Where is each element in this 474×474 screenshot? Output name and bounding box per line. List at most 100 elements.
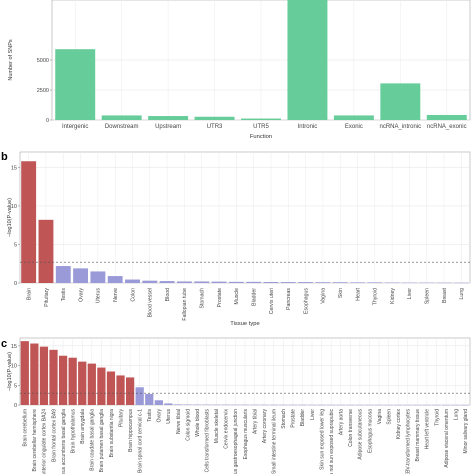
x-tick-label: Esophagus muscularis xyxy=(243,409,249,460)
x-tick-label: Spleen xyxy=(425,288,431,304)
y-tick-label: 0 xyxy=(46,118,49,124)
x-tick-label: Intergenic xyxy=(62,124,88,130)
x-tick-label: Brain xyxy=(26,288,32,300)
x-tick-label: Upstream xyxy=(155,124,181,130)
panel-b-tissue-chart: 0 5 10 15 Brain Pituitary Testis Ovary Uterus Ner… xyxy=(1,151,471,327)
bar xyxy=(241,118,281,120)
x-tick-label: Thyroid xyxy=(373,288,379,305)
x-tick-label: Prostate xyxy=(291,409,297,428)
bar xyxy=(68,357,77,405)
x-tick-label: Pituitary xyxy=(44,288,50,307)
x-tick-label: Heart xyxy=(355,287,361,300)
bar xyxy=(106,371,116,405)
bar xyxy=(246,281,262,283)
x-tick-label: Thyroid xyxy=(434,409,440,426)
y-axis-title: Number of SNPs xyxy=(8,39,14,81)
bar xyxy=(280,282,296,283)
panel-a-function-chart: 0 2500 5000 Intergenic Downstream Upstream UTR… xyxy=(8,0,471,140)
x-tick-label: Artery aorta xyxy=(339,409,345,435)
bar xyxy=(176,281,192,283)
x-tick-label: Artery tibial xyxy=(252,409,258,434)
bar xyxy=(263,281,279,283)
x-tick-label: Liver xyxy=(310,409,316,420)
bar xyxy=(125,377,135,405)
x-tick-label: Liver xyxy=(407,288,413,300)
x-tick-label: Brain spinal cord cervical c-1 xyxy=(137,409,143,473)
x-tick-label: ncRNA_intronic xyxy=(379,124,421,130)
y-tick-label: 0 xyxy=(14,403,17,409)
x-tick-label: Lung xyxy=(459,288,465,300)
bar xyxy=(116,375,125,405)
x-tick-label: Brain cerebellum xyxy=(23,409,29,447)
bar xyxy=(20,341,29,405)
x-tick-label: Brain caudate basal ganglia xyxy=(90,409,96,471)
x-tick-label: Pituitary xyxy=(118,409,124,428)
x-tick-label: Esophagus xyxy=(303,288,309,314)
x-tick-label: Esophagus gastroesophageal junction xyxy=(233,409,239,474)
bar xyxy=(107,276,123,283)
bar xyxy=(55,266,71,283)
x-tick-label: Lung xyxy=(453,409,459,420)
bar xyxy=(97,367,106,405)
x-tick-label: Whole blood xyxy=(195,409,201,437)
x-tick-label: Cervix endocervix xyxy=(224,409,230,449)
bar xyxy=(135,387,144,405)
x-tick-label: Minor salivary gland xyxy=(463,409,469,454)
x-tick-label: Testis xyxy=(147,409,153,422)
y-tick-label: 15 xyxy=(11,165,17,171)
x-tick-label: Cells EBV-transformed lymphocytes xyxy=(406,409,412,474)
bar xyxy=(333,115,374,120)
x-tick-label: Brain hippocampus xyxy=(128,409,134,452)
x-tick-label: Skin not sun exposed suprapubic xyxy=(329,409,335,474)
y-tick-label: 0 xyxy=(14,281,17,287)
x-tick-label: Brain amygdala xyxy=(80,409,86,444)
bar xyxy=(39,346,49,405)
x-tick-label: Ovary xyxy=(78,288,84,302)
x-tick-label: Vagina xyxy=(321,288,327,304)
y-tick-label: 15 xyxy=(11,344,17,350)
y-tick-label: 5000 xyxy=(37,58,49,64)
x-tick-label: Exonic xyxy=(345,124,363,130)
y-tick-label: 10 xyxy=(11,364,17,370)
x-tick-label: Brain anterior cingulate cortex BA24 xyxy=(42,409,48,474)
bar xyxy=(228,281,244,283)
bar xyxy=(55,49,96,121)
x-tick-label: Pancreas xyxy=(286,288,292,310)
x-tick-label: Artery coronary xyxy=(262,409,268,444)
bar xyxy=(90,271,106,283)
bar xyxy=(332,282,348,283)
x-tick-label: Kidney cortex xyxy=(396,409,402,440)
x-tick-label: Downstream xyxy=(105,124,139,130)
panel-label: c xyxy=(1,338,7,350)
x-tick-label: Skin sun exposed lower leg xyxy=(319,409,325,470)
y-tick-label: 5 xyxy=(14,383,17,389)
panel-c-detailed-tissue-chart: 0 5 10 15 Brain cerebellum Brain cerebellar h… xyxy=(1,337,471,474)
x-tick-label: Bladder xyxy=(300,409,306,427)
bar xyxy=(154,400,163,405)
bar xyxy=(380,83,421,120)
x-tick-label: Skin xyxy=(338,288,344,298)
x-tick-label: Breast xyxy=(442,287,448,303)
x-tick-label: Spleen xyxy=(386,409,392,425)
bar xyxy=(287,0,328,120)
bar xyxy=(58,355,68,405)
bar xyxy=(350,282,365,283)
x-tick-label: Brain hypothalamus xyxy=(70,409,76,454)
panel-label: b xyxy=(1,151,8,163)
x-tick-label: Nerve tibial xyxy=(176,409,182,434)
y-axis-title: −log10(P-value) xyxy=(7,198,13,237)
bar xyxy=(21,161,37,283)
x-tick-label: Colon xyxy=(130,288,136,302)
y-tick-label: 2500 xyxy=(37,88,49,94)
x-tick-label: Heart left ventricle xyxy=(425,409,431,450)
x-tick-label: Cervix uteri xyxy=(269,288,275,314)
bar xyxy=(426,114,467,120)
x-tick-label: Colon sigmoid xyxy=(185,409,191,441)
x-tick-label: Muscle xyxy=(234,288,240,305)
bar xyxy=(101,115,142,120)
x-tick-label: Stomach xyxy=(200,288,206,309)
x-tick-label: Vagina xyxy=(377,409,383,424)
bar xyxy=(125,279,140,283)
x-tick-label: Adipose subcutaneous xyxy=(358,409,364,460)
